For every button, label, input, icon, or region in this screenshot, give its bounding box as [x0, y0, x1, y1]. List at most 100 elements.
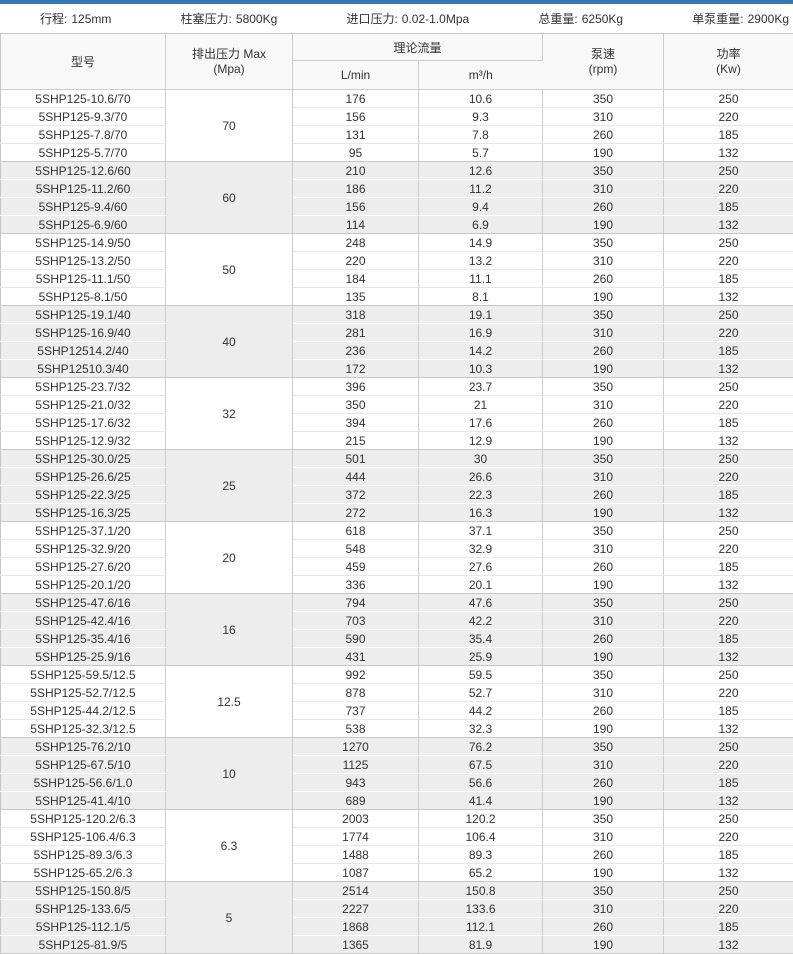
model-cell: 5SHP125-37.1/20	[1, 522, 166, 540]
flow-m3h-cell: 56.6	[419, 774, 543, 792]
power-cell: 250	[664, 450, 793, 468]
flow-lmin-cell: 131	[293, 126, 419, 144]
speed-cell: 310	[543, 756, 664, 774]
info-item-pump-weight: 单泵重量:2900Kg	[692, 10, 789, 27]
flow-m3h-cell: 19.1	[419, 306, 543, 324]
speed-cell: 260	[543, 918, 664, 936]
power-cell: 132	[664, 504, 793, 522]
power-cell: 132	[664, 288, 793, 306]
flow-m3h-cell: 10.3	[419, 360, 543, 378]
flow-lmin-cell: 350	[293, 396, 419, 414]
power-cell: 250	[664, 90, 793, 108]
model-cell: 5SHP125-44.2/12.5	[1, 702, 166, 720]
header-discharge-pressure-line1: 排出压力 Max	[166, 47, 292, 62]
info-value: 6250Kg	[582, 12, 623, 26]
flow-lmin-cell: 794	[293, 594, 419, 612]
model-cell: 5SHP125-52.7/12.5	[1, 684, 166, 702]
power-cell: 220	[664, 612, 793, 630]
model-cell: 5SHP125-25.9/16	[1, 648, 166, 666]
flow-m3h-cell: 12.9	[419, 432, 543, 450]
speed-cell: 310	[543, 108, 664, 126]
power-cell: 185	[664, 918, 793, 936]
power-cell: 220	[664, 324, 793, 342]
flow-m3h-cell: 9.4	[419, 198, 543, 216]
power-cell: 185	[664, 702, 793, 720]
flow-lmin-cell: 618	[293, 522, 419, 540]
header-pump-speed: 泵速 (rpm)	[543, 34, 664, 90]
speed-cell: 260	[543, 126, 664, 144]
speed-cell: 350	[543, 666, 664, 684]
model-cell: 5SHP125-81.9/5	[1, 936, 166, 954]
power-cell: 185	[664, 558, 793, 576]
speed-cell: 260	[543, 270, 664, 288]
model-cell: 5SHP125-65.2/6.3	[1, 864, 166, 882]
flow-m3h-cell: 10.6	[419, 90, 543, 108]
power-cell: 185	[664, 198, 793, 216]
speed-cell: 260	[543, 486, 664, 504]
power-cell: 220	[664, 828, 793, 846]
flow-lmin-cell: 114	[293, 216, 419, 234]
power-cell: 185	[664, 630, 793, 648]
speed-cell: 310	[543, 468, 664, 486]
flow-lmin-cell: 95	[293, 144, 419, 162]
model-cell: 5SHP125-67.5/10	[1, 756, 166, 774]
info-label: 总重量:	[538, 12, 577, 26]
pressure-group-cell: 6.3	[166, 810, 293, 882]
pressure-group-cell: 50	[166, 234, 293, 306]
flow-lmin-cell: 186	[293, 180, 419, 198]
model-cell: 5SHP125-30.0/25	[1, 450, 166, 468]
power-cell: 132	[664, 936, 793, 954]
header-power-line1: 功率	[664, 47, 793, 62]
flow-m3h-cell: 47.6	[419, 594, 543, 612]
model-cell: 5SHP125-27.6/20	[1, 558, 166, 576]
flow-m3h-cell: 81.9	[419, 936, 543, 954]
flow-lmin-cell: 1270	[293, 738, 419, 756]
model-cell: 5SHP125-11.1/50	[1, 270, 166, 288]
power-cell: 220	[664, 252, 793, 270]
power-cell: 220	[664, 180, 793, 198]
flow-m3h-cell: 37.1	[419, 522, 543, 540]
pressure-group-cell: 32	[166, 378, 293, 450]
power-cell: 185	[664, 126, 793, 144]
flow-lmin-cell: 1087	[293, 864, 419, 882]
flow-m3h-cell: 59.5	[419, 666, 543, 684]
flow-lmin-cell: 336	[293, 576, 419, 594]
speed-cell: 190	[543, 432, 664, 450]
speed-cell: 310	[543, 540, 664, 558]
flow-lmin-cell: 272	[293, 504, 419, 522]
flow-lmin-cell: 703	[293, 612, 419, 630]
power-cell: 250	[664, 810, 793, 828]
model-cell: 5SHP125-8.1/50	[1, 288, 166, 306]
flow-lmin-cell: 210	[293, 162, 419, 180]
info-label: 单泵重量:	[692, 12, 743, 26]
speed-cell: 190	[543, 792, 664, 810]
model-cell: 5SHP125-26.6/25	[1, 468, 166, 486]
power-cell: 185	[664, 486, 793, 504]
info-bar: 行程:125mm 柱塞压力:5800Kg 进口压力:0.02-1.0Mpa 总重…	[0, 4, 793, 33]
model-cell: 5SHP125-42.4/16	[1, 612, 166, 630]
flow-lmin-cell: 172	[293, 360, 419, 378]
flow-m3h-cell: 13.2	[419, 252, 543, 270]
flow-m3h-cell: 17.6	[419, 414, 543, 432]
power-cell: 250	[664, 306, 793, 324]
speed-cell: 350	[543, 90, 664, 108]
speed-cell: 310	[543, 828, 664, 846]
power-cell: 250	[664, 882, 793, 900]
